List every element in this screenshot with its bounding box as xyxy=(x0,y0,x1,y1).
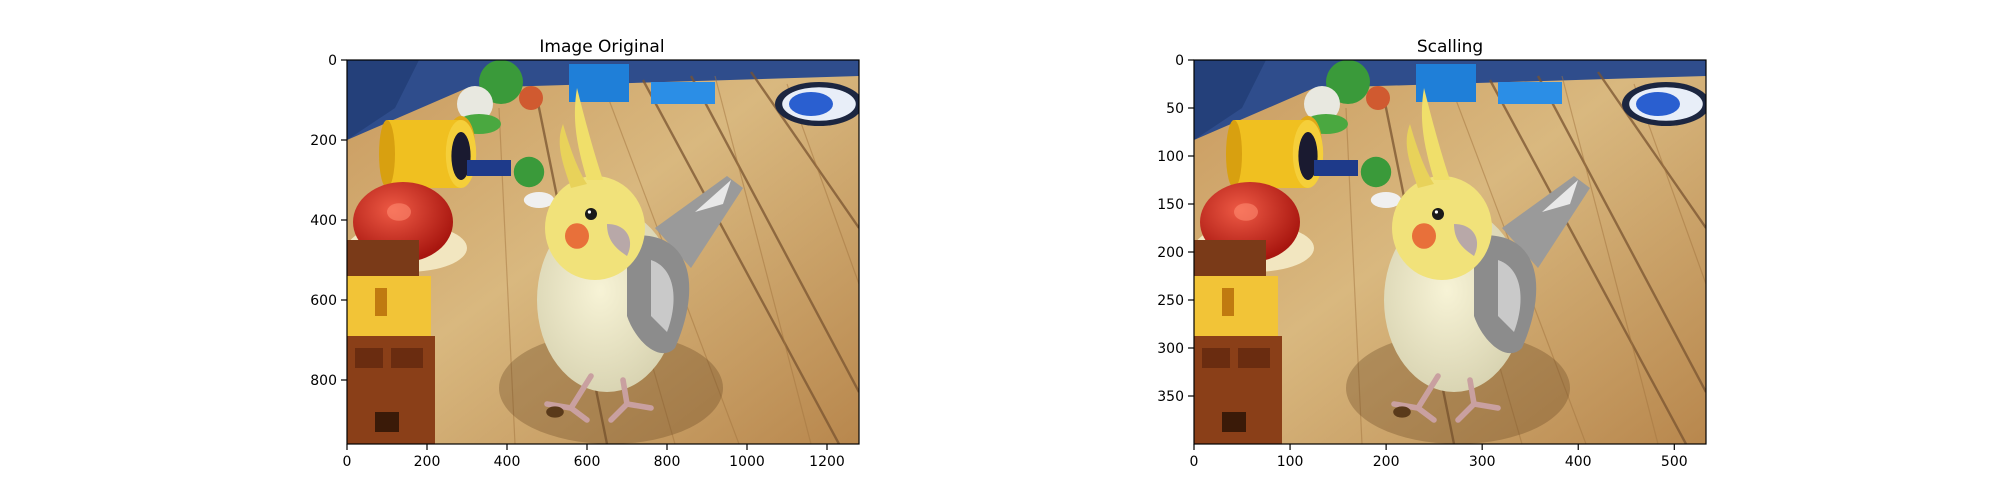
y-tick-label: 50 xyxy=(1166,101,1184,117)
y-tick-label: 250 xyxy=(1157,293,1184,309)
x-tick-label: 400 xyxy=(494,454,521,470)
x-tick-label: 200 xyxy=(414,454,441,470)
x-tick-label: 1200 xyxy=(809,454,845,470)
panel-scalling: Scalling 0 100 200 300 400 500 0 50 100 150 200 25… xyxy=(1157,37,1710,470)
x-tick-label: 100 xyxy=(1277,454,1304,470)
panel-title: Scalling xyxy=(1417,37,1483,57)
y-tick-label: 100 xyxy=(1157,149,1184,165)
y-tick-label: 0 xyxy=(328,53,337,69)
x-tick-label: 400 xyxy=(1565,454,1592,470)
y-axis: 0 50 100 150 200 250 300 350 xyxy=(1157,53,1194,405)
y-axis: 0 200 400 600 800 xyxy=(310,53,347,389)
y-tick-label: 200 xyxy=(1157,245,1184,261)
x-tick-label: 300 xyxy=(1469,454,1496,470)
x-tick-label: 1000 xyxy=(729,454,765,470)
x-tick-label: 800 xyxy=(654,454,681,470)
image-area xyxy=(1194,60,1710,444)
y-tick-label: 800 xyxy=(310,373,337,389)
y-tick-label: 300 xyxy=(1157,341,1184,357)
panel-image-original: Image Original 0 200 400 600 800 1000 1200 0 20… xyxy=(310,37,863,470)
x-tick-label: 200 xyxy=(1373,454,1400,470)
x-tick-label: 0 xyxy=(343,454,352,470)
y-tick-label: 350 xyxy=(1157,389,1184,405)
y-tick-label: 150 xyxy=(1157,197,1184,213)
axes-frame xyxy=(346,59,860,445)
panel-title: Image Original xyxy=(539,37,664,57)
x-axis: 0 100 200 300 400 500 xyxy=(1190,444,1688,470)
x-tick-label: 600 xyxy=(574,454,601,470)
x-tick-label: 500 xyxy=(1661,454,1688,470)
y-tick-label: 400 xyxy=(310,213,337,229)
y-tick-label: 600 xyxy=(310,293,337,309)
y-tick-label: 0 xyxy=(1175,53,1184,69)
x-tick-label: 0 xyxy=(1190,454,1199,470)
y-tick-label: 200 xyxy=(310,133,337,149)
x-axis: 0 200 400 600 800 1000 1200 xyxy=(343,444,845,470)
image-area xyxy=(347,60,863,444)
